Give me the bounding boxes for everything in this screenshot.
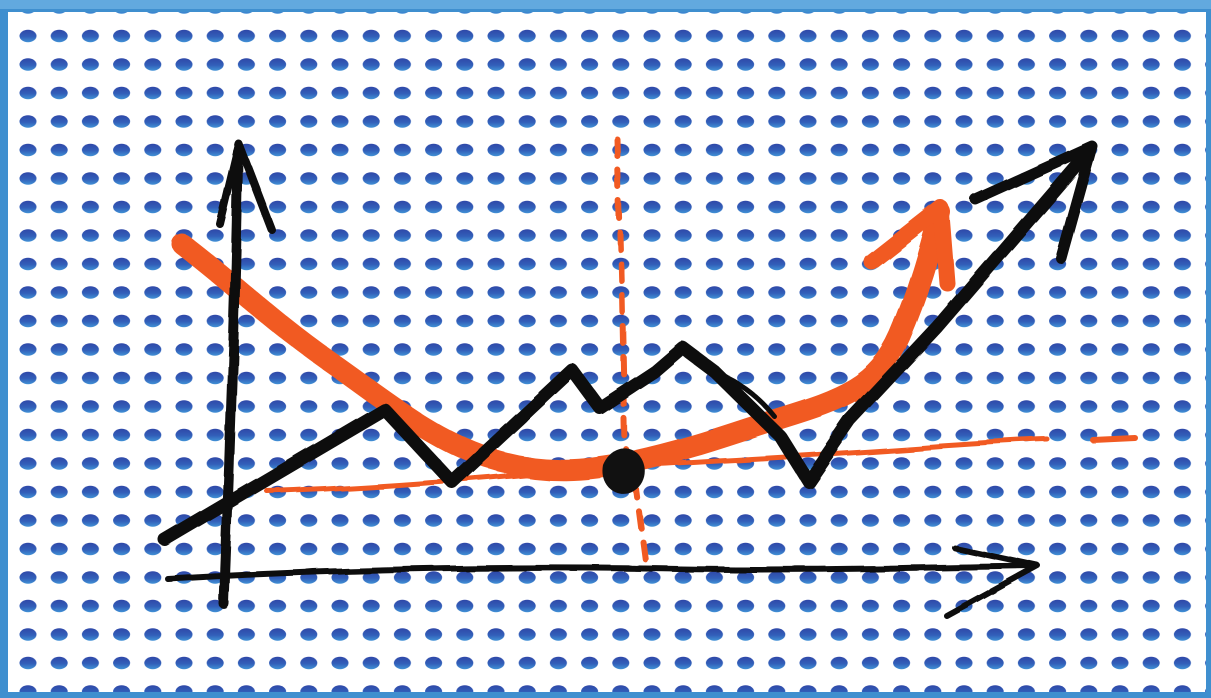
black-ink-drawing	[158, 140, 1098, 619]
blue-dot-grid	[8, 12, 1206, 692]
curve-up-arrow-icon	[864, 200, 955, 291]
arrow-right-icon	[944, 545, 1041, 619]
black-marker-dot	[602, 448, 645, 494]
black-loop-stroke	[703, 366, 777, 419]
black-zigzag-trend-line	[158, 148, 1092, 547]
arrow-up-icon	[216, 140, 276, 234]
trend-up-arrow-icon	[969, 140, 1098, 264]
orange-flat-guideline	[265, 437, 1051, 495]
y-axis-line	[219, 147, 243, 609]
top-frame-highlight	[0, 0, 1211, 9]
orange-dashed-vertical-guide	[615, 137, 649, 574]
orange-short-dash	[1089, 434, 1137, 442]
x-axis-line	[165, 563, 1040, 582]
